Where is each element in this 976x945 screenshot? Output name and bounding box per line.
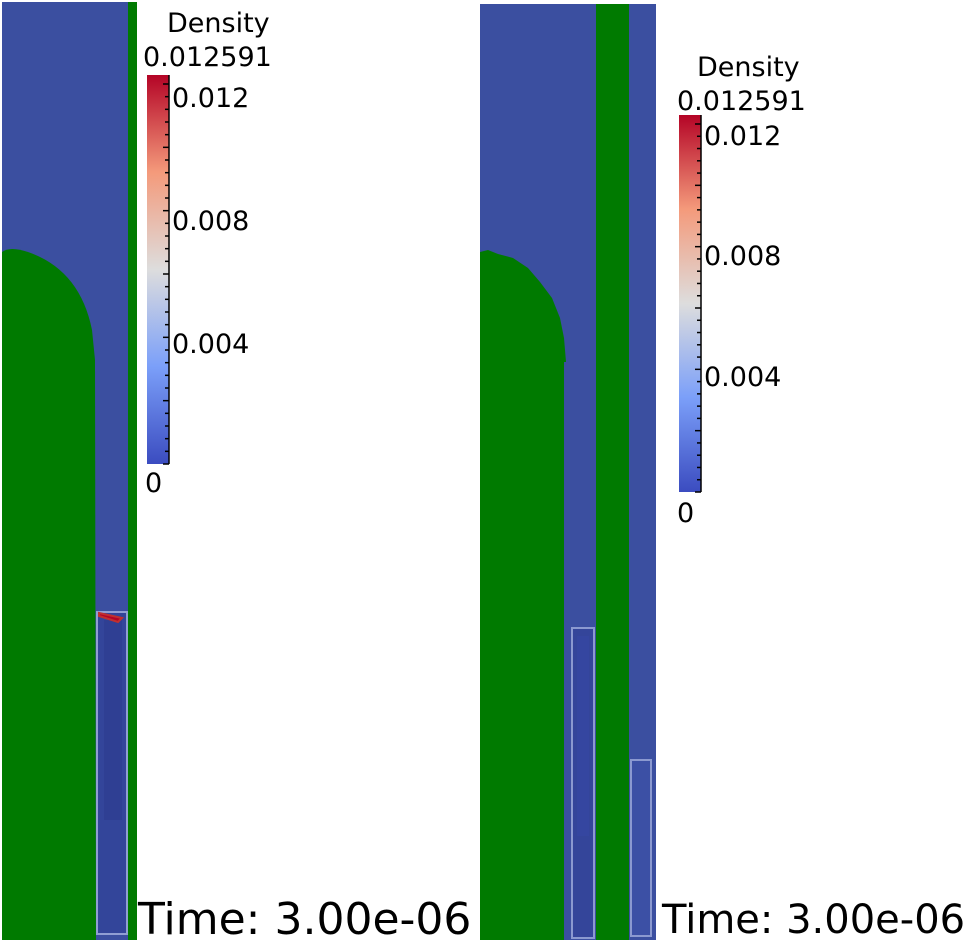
simulation-panel-right: Density 0.012591 0.012 0.008 0.004 0 Tim… <box>478 0 976 944</box>
colorbar-max-label: 0.012591 <box>677 86 806 117</box>
solid-wall <box>128 2 137 940</box>
colorbar-min-label: 0 <box>677 498 695 529</box>
colorbar-title: Density <box>167 8 270 39</box>
colorbar-min-label: 0 <box>145 468 163 499</box>
solid-obstacle <box>2 249 96 940</box>
projectile-inner <box>104 620 122 820</box>
colorbar-tick-label: 0.008 <box>172 206 250 237</box>
density-field-right <box>480 4 702 940</box>
solid-obstacle <box>480 250 566 940</box>
colorbar-left <box>147 75 169 464</box>
high-density-streak <box>98 611 125 624</box>
time-label: Time: 3.00e-06 <box>138 894 472 945</box>
ghost-outline <box>630 759 652 937</box>
colorbar-title: Density <box>697 52 800 83</box>
colorbar-right <box>679 115 701 492</box>
colorbar-tick-label: 0.004 <box>172 329 250 360</box>
colorbar-tick-label: 0.012 <box>172 83 250 114</box>
colorbar-tick-label: 0.012 <box>704 121 782 152</box>
colorbar-ticks-right <box>695 123 701 493</box>
projectile-inner <box>577 636 589 836</box>
solid-wall <box>596 4 629 940</box>
density-field-left <box>2 2 170 940</box>
time-label: Time: 3.00e-06 <box>662 897 966 943</box>
simulation-panel-left: Density 0.012591 0.012 0.008 0.004 0 Tim… <box>0 0 480 944</box>
colorbar-max-label: 0.012591 <box>143 42 272 73</box>
colorbar-tick-label: 0.008 <box>704 241 782 272</box>
colorbar-tick-label: 0.004 <box>704 362 782 393</box>
